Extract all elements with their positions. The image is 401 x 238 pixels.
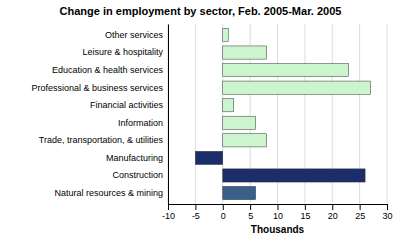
y-tick: Natural resources & mining xyxy=(54,188,163,198)
title: Change in employment by sector, Feb. 200… xyxy=(60,5,342,17)
y-tick-label: Construction xyxy=(112,170,163,180)
x-tick-label: 20 xyxy=(328,211,338,221)
y-tick-label: Manufacturing xyxy=(106,153,163,163)
y-tick-label: Natural resources & mining xyxy=(54,188,163,198)
y-tick-label: Other services xyxy=(105,30,164,40)
x-tick-label: 15 xyxy=(300,211,310,221)
x-tick-mark xyxy=(168,204,169,210)
x-tick: 20 xyxy=(328,204,338,221)
y-tick-label: Trade, transportation, & utilities xyxy=(39,135,164,145)
bar xyxy=(223,46,267,59)
y-tick-label: Professional & business services xyxy=(31,83,163,93)
x-tick-mark xyxy=(278,204,279,210)
x-tick-mark xyxy=(360,204,361,210)
y-tick: Information xyxy=(118,118,163,128)
y-tick: Other services xyxy=(105,30,164,40)
plot: -10 -5 0 5 10 15 20 25 30 Natural resources & min… xyxy=(31,24,392,235)
y-tick: Trade, transportation, & utilities xyxy=(39,135,164,145)
y-tick: Leisure & hospitality xyxy=(82,47,163,57)
y-tick-label: Information xyxy=(118,118,163,128)
x-tick: 10 xyxy=(273,204,283,221)
x-tick-mark xyxy=(250,204,251,210)
x-tick: 30 xyxy=(382,204,392,221)
x-tick: 25 xyxy=(355,204,365,221)
bar xyxy=(223,28,228,41)
y-tick-label: Leisure & hospitality xyxy=(82,47,163,57)
bar xyxy=(223,99,234,112)
x-axis-line xyxy=(169,205,388,211)
x-tick: 15 xyxy=(300,204,310,221)
y-tick: Construction xyxy=(112,170,163,180)
x-tick: 0 xyxy=(221,204,226,221)
y-tick: Professional & business services xyxy=(31,83,163,93)
grid-line xyxy=(387,24,388,204)
x-tick-mark xyxy=(223,204,224,210)
x-tick-mark xyxy=(195,204,196,210)
bars xyxy=(195,28,370,199)
y-tick-label: Education & health services xyxy=(52,65,164,75)
bar xyxy=(223,116,256,129)
x-tick-label: 25 xyxy=(355,211,365,221)
x-tick-label: -10 xyxy=(162,211,175,221)
chart-container: -10 -5 0 5 10 15 20 25 30 Natural resources & min… xyxy=(0,0,401,238)
x-axis: -10 -5 0 5 10 15 20 25 30 xyxy=(162,204,393,221)
x-tick-label: 10 xyxy=(273,211,283,221)
bar xyxy=(195,151,222,164)
bar xyxy=(223,186,256,199)
grid-line xyxy=(168,24,169,204)
x-tick-label: 0 xyxy=(221,211,226,221)
bar xyxy=(223,169,365,182)
y-axis: Natural resources & mining Construction Ma… xyxy=(31,25,168,205)
x-tick-mark xyxy=(305,204,306,210)
x-tick: -10 xyxy=(162,204,175,221)
grid-line xyxy=(195,24,196,204)
y-tick-label: Financial activities xyxy=(90,100,164,110)
x-tick: -5 xyxy=(192,204,200,221)
x-axis-title: Thousands xyxy=(251,224,305,235)
y-axis-line xyxy=(168,25,169,205)
x-tick-mark xyxy=(387,204,388,210)
grid xyxy=(168,24,387,204)
x-tick: 5 xyxy=(248,204,253,221)
chart-svg: -10 -5 0 5 10 15 20 25 30 Natural resources & min… xyxy=(0,0,401,238)
y-tick: Education & health services xyxy=(52,65,164,75)
bar xyxy=(223,134,267,147)
y-tick: Manufacturing xyxy=(106,153,163,163)
y-tick: Financial activities xyxy=(90,100,164,110)
x-tick-label: 30 xyxy=(382,211,392,221)
bar xyxy=(223,64,349,77)
x-tick-label: 5 xyxy=(248,211,253,221)
x-tick-label: -5 xyxy=(192,211,200,221)
bar xyxy=(223,81,371,94)
x-tick-mark xyxy=(332,204,333,210)
